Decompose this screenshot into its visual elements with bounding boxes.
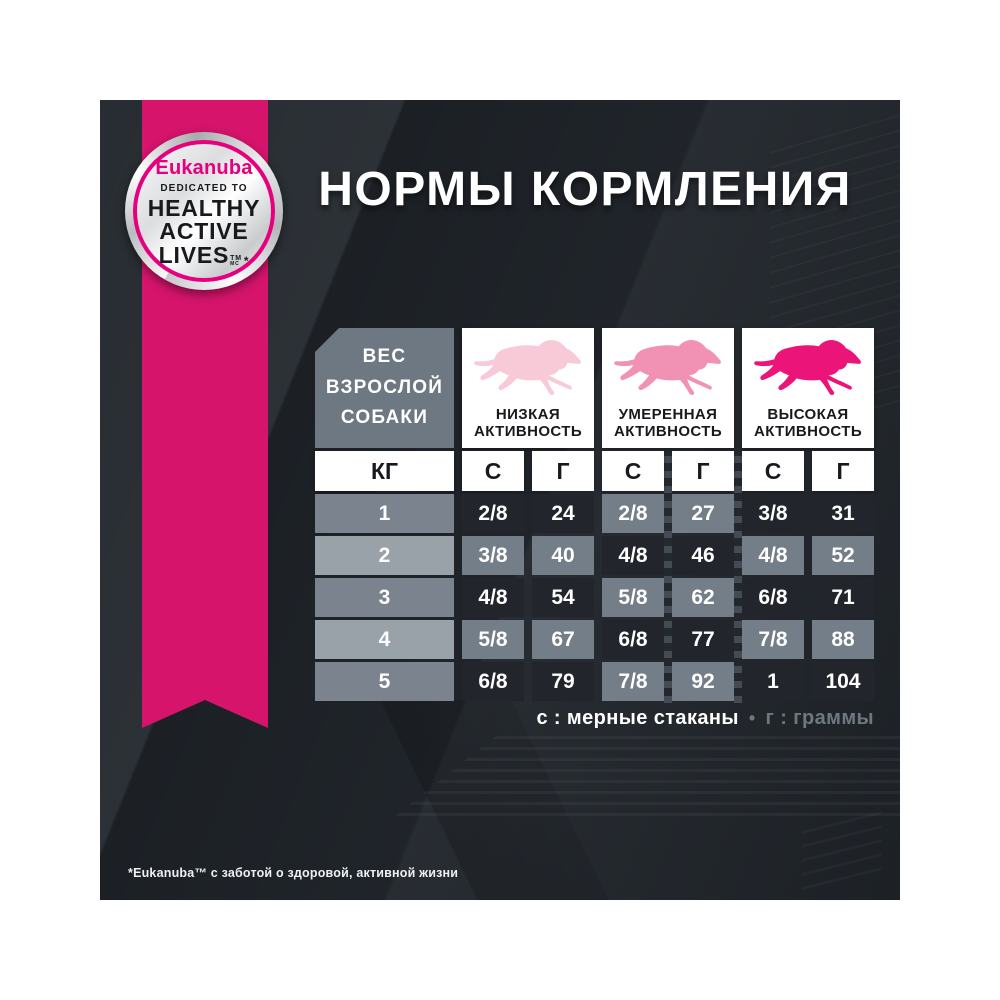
unit-header-cups: С bbox=[602, 451, 664, 491]
stripe-decoration-corner bbox=[802, 800, 882, 890]
table-cell: 7/8 bbox=[742, 620, 804, 659]
table-row-kg: 4 bbox=[315, 620, 454, 659]
table-legend: с : мерные стаканы • г : граммы bbox=[315, 707, 874, 730]
table-row-kg: 5 bbox=[315, 662, 454, 701]
table-cell: 24 bbox=[532, 494, 594, 533]
unit-header-cups: С bbox=[462, 451, 524, 491]
table-cell: 92 bbox=[672, 662, 734, 701]
table-cell: 52 bbox=[812, 536, 874, 575]
feeding-table: ВЕС ВЗРОСЛОЙ СОБАКИ НИЗКАЯ АКТИВНОСТЬ bbox=[315, 328, 874, 704]
unit-header-cups: С bbox=[742, 451, 804, 491]
weight-header-cell: ВЕС ВЗРОСЛОЙ СОБАКИ bbox=[315, 328, 454, 448]
table-row-kg: 3 bbox=[315, 578, 454, 617]
dashed-decoration bbox=[664, 453, 672, 703]
table-cell: 5/8 bbox=[462, 620, 524, 659]
brand-wordmark: Eukanuba bbox=[155, 156, 253, 179]
table-cell: 4/8 bbox=[462, 578, 524, 617]
column-header-low-activity: НИЗКАЯ АКТИВНОСТЬ bbox=[462, 328, 594, 448]
table-cell: 6/8 bbox=[602, 620, 664, 659]
legend-cups: с : мерные стаканы bbox=[536, 707, 739, 729]
table-cell: 77 bbox=[672, 620, 734, 659]
table-cell: 54 bbox=[532, 578, 594, 617]
running-dog-icon bbox=[462, 328, 594, 407]
unit-header-kg: КГ bbox=[315, 451, 454, 491]
table-cell: 6/8 bbox=[742, 578, 804, 617]
table-cell: 46 bbox=[672, 536, 734, 575]
table-row-kg: 1 bbox=[315, 494, 454, 533]
badge-dedicated-text: DEDICATED TO bbox=[160, 182, 248, 194]
dark-panel: Eukanuba DEDICATED TO HEALTHY ACTIVE LIV… bbox=[100, 100, 900, 900]
dashed-decoration bbox=[734, 453, 742, 703]
table-cell: 40 bbox=[532, 536, 594, 575]
table-cell: 7/8 bbox=[602, 662, 664, 701]
table-cell: 88 bbox=[812, 620, 874, 659]
badge-active-text: ACTIVE bbox=[159, 218, 249, 245]
table-cell: 71 bbox=[812, 578, 874, 617]
table-cell: 67 bbox=[532, 620, 594, 659]
table-cell: 62 bbox=[672, 578, 734, 617]
badge-healthy-text: HEALTHY bbox=[147, 194, 261, 221]
table-cell: 4/8 bbox=[602, 536, 664, 575]
table-cell: 2/8 bbox=[462, 494, 524, 533]
badge-pink-ring: Eukanuba DEDICATED TO HEALTHY ACTIVE LIV… bbox=[133, 140, 275, 282]
page-title: НОРМЫ КОРМЛЕНИЯ bbox=[318, 163, 852, 216]
footnote: *Eukanuba™ с заботой о здоровой, активно… bbox=[128, 866, 459, 880]
badge-face: Eukanuba DEDICATED TO HEALTHY ACTIVE LIV… bbox=[137, 144, 271, 278]
table-cell: 4/8 bbox=[742, 536, 804, 575]
unit-header-grams: Г bbox=[812, 451, 874, 491]
table-row-kg: 2 bbox=[315, 536, 454, 575]
table-cell: 31 bbox=[812, 494, 874, 533]
table-cell: 3/8 bbox=[742, 494, 804, 533]
unit-header-grams: Г bbox=[532, 451, 594, 491]
badge-lives-text: LIVES TM MC * bbox=[158, 241, 250, 268]
unit-header-grams: Г bbox=[672, 451, 734, 491]
column-header-moderate-activity: УМЕРЕННАЯ АКТИВНОСТЬ bbox=[602, 328, 734, 448]
table-cell: 79 bbox=[532, 662, 594, 701]
table-cell: 5/8 bbox=[602, 578, 664, 617]
table-cell: 27 bbox=[672, 494, 734, 533]
legend-grams: г : граммы bbox=[765, 707, 874, 729]
eukanuba-badge: Eukanuba DEDICATED TO HEALTHY ACTIVE LIV… bbox=[125, 132, 283, 290]
stripe-decoration-bottom bbox=[395, 728, 900, 816]
table-cell: 6/8 bbox=[462, 662, 524, 701]
trademark-marks: TM MC bbox=[230, 255, 242, 268]
table-cell: 104 bbox=[812, 662, 874, 701]
legend-separator: • bbox=[748, 708, 756, 728]
running-dog-icon bbox=[742, 328, 874, 407]
table-cell: 1 bbox=[742, 662, 804, 701]
table-cell: 2/8 bbox=[602, 494, 664, 533]
table-cell: 3/8 bbox=[462, 536, 524, 575]
column-header-high-activity: ВЫСОКАЯ АКТИВНОСТЬ bbox=[742, 328, 874, 448]
running-dog-icon bbox=[602, 328, 734, 407]
